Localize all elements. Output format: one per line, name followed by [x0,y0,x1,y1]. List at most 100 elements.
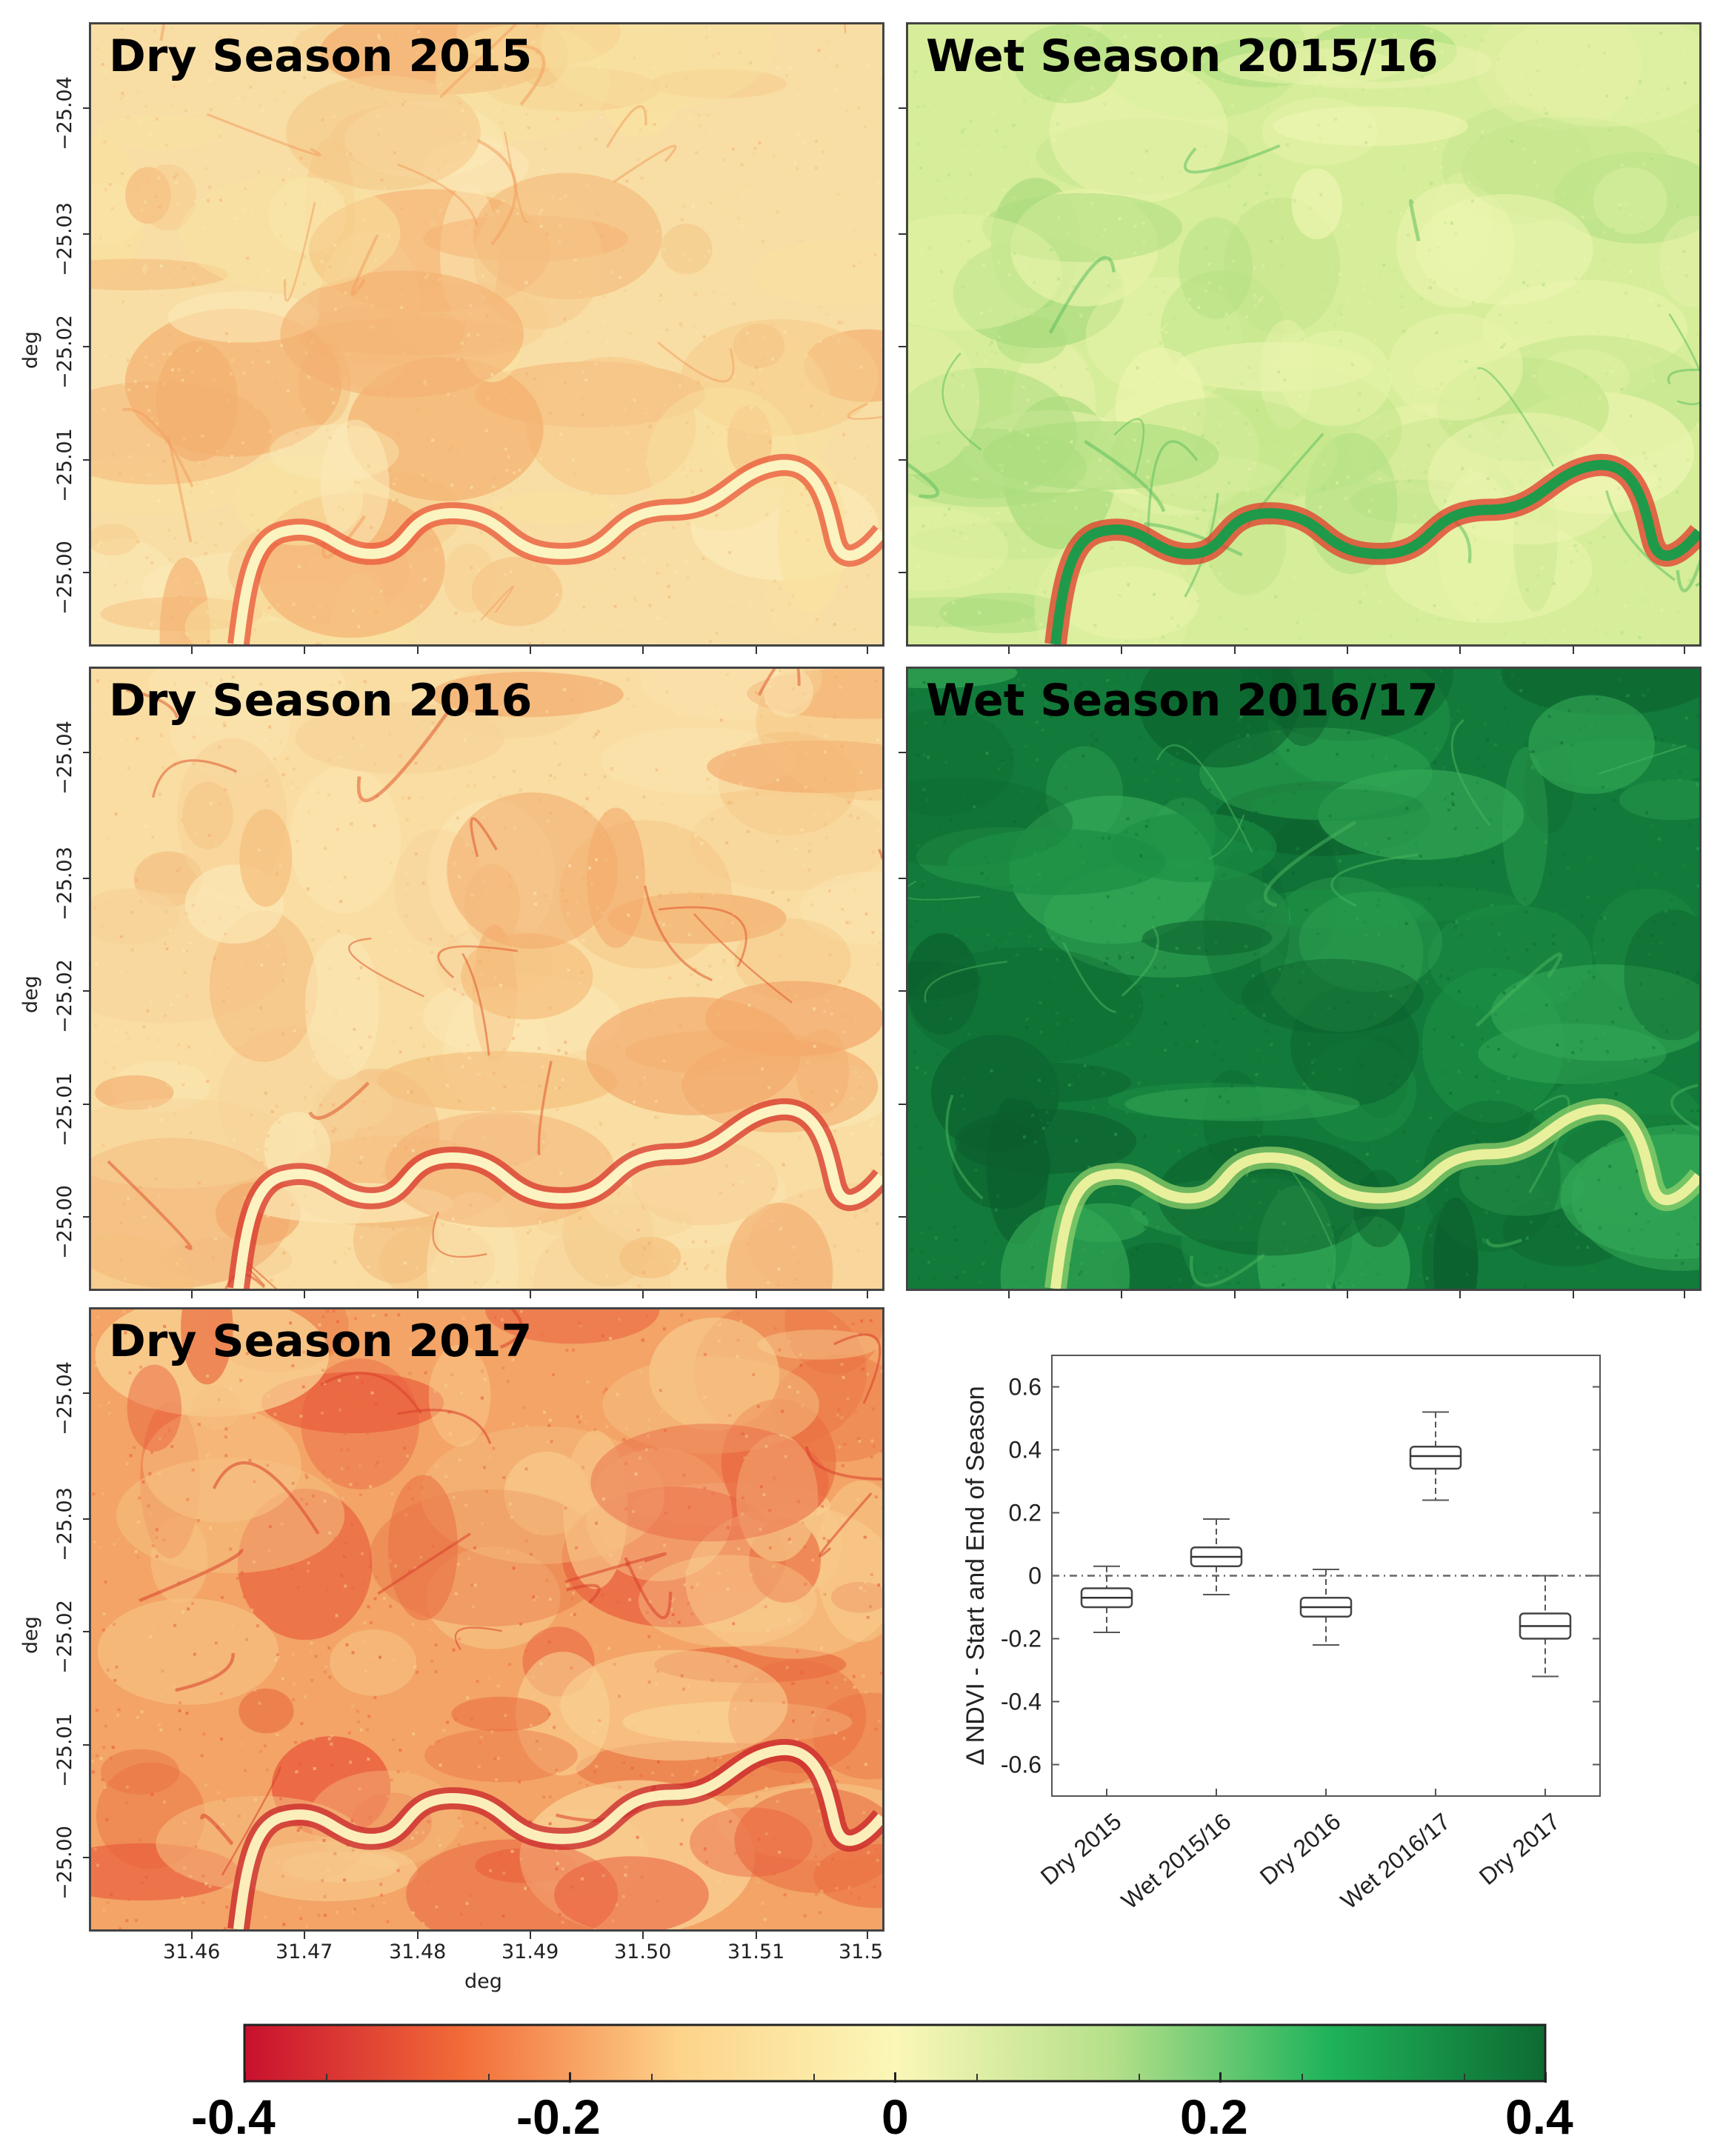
y-tick-mark [83,1518,90,1520]
x-tick-mark [191,647,193,654]
x-tick-mark [417,1932,419,1939]
colorbar-tick [894,2072,896,2083]
y-axis-label: Δ NDVI - Start and End of Season [962,1386,990,1765]
x-tick-mark [1234,1291,1236,1298]
y-axis-label: deg [19,1616,42,1654]
x-tick-mark [1121,647,1122,654]
x-tick-mark [304,647,305,654]
x-tick-mark [756,1291,757,1298]
y-tick-label: −25.03 [53,1487,76,1561]
x-tick-mark [756,647,757,654]
y-tick-label: −25.03 [53,847,76,921]
x-tick-label: Dry 2017 [1474,1808,1565,1890]
y-tick-label: −25.02 [53,315,76,389]
x-tick-mark [417,647,419,654]
y-tick-mark [899,990,906,992]
y-tick-mark [899,572,906,573]
x-tick-mark [867,1291,868,1298]
colorbar-gradient [243,2023,1547,2083]
colorbar-minor-tick [1464,2074,1466,2081]
x-tick-mark [1684,1291,1685,1298]
y-tick-mark [83,346,90,347]
colorbar-minor-tick [1139,2074,1141,2081]
box-plot-chart: -0.6 -0.4 -0.2 0 0.2 0.4 0.6 Δ NDVI - Start and… [962,1355,1601,1915]
y-tick-mark [899,107,906,109]
y-tick-mark [899,346,906,347]
x-tick-mark [642,647,644,654]
y-tick-mark [899,1104,906,1105]
y-tick-mark [899,459,906,461]
panel-title: Dry Season 2015 [109,30,533,82]
y-tick-label: 0.4 [1009,1437,1042,1464]
colorbar-minor-tick [1301,2074,1303,2081]
x-tick-mark [1684,647,1685,654]
x-tick-mark [867,647,868,654]
x-tick-mark [1573,1291,1574,1298]
x-tick-mark [530,1291,531,1298]
y-tick-label: −25.04 [53,1361,76,1435]
x-tick-mark [642,1291,644,1298]
x-tick-label: 31.49 [501,1940,559,1963]
y-tick-mark [899,752,906,753]
colorbar-label: 0 [882,2089,909,2144]
map-panel-dry-2016: Dry Season 2016 [89,667,884,1291]
y-tick-label: −25.02 [53,959,76,1033]
map-panel-dry-2015: Dry Season 2015 [89,22,884,647]
y-tick-mark [899,878,906,879]
y-tick-mark [83,1392,90,1394]
colorbar-label: 0.2 [1180,2089,1248,2144]
x-tick-mark [867,1932,868,1939]
y-tick-mark [83,1216,90,1218]
x-tick-mark [1459,1291,1461,1298]
x-tick-label: 31.46 [163,1940,221,1963]
y-axis-label: deg [19,975,42,1013]
x-tick-label: Dry 2015 [1036,1808,1127,1890]
y-tick-label: −25.00 [53,1826,76,1900]
y-tick-label: −25.04 [53,76,76,150]
box-dry-2017 [1519,1575,1572,1678]
x-tick-label: Wet 2015/16 [1116,1808,1236,1915]
colorbar-label: -0.4 [191,2089,276,2144]
y-tick-label: −25.01 [53,428,76,502]
map-panel-dry-2017: Dry Season 2017 [89,1307,884,1932]
y-tick-mark [83,1631,90,1632]
y-tick-mark [83,752,90,753]
x-tick-mark [530,647,531,654]
y-tick-label: −25.01 [53,1713,76,1787]
y-tick-label: -0.2 [1001,1626,1042,1652]
colorbar-minor-tick [325,2074,327,2081]
y-tick-label: −25.02 [53,1600,76,1674]
box-wet-2015-16 [1190,1518,1243,1595]
y-tick-label: -0.4 [1001,1689,1042,1715]
x-tick-mark [1573,647,1574,654]
colorbar-label: -0.2 [516,2089,601,2144]
x-tick-mark [191,1932,193,1939]
x-tick-label: Wet 2016/17 [1336,1808,1456,1915]
y-tick-mark [83,1104,90,1105]
colorbar-tick [569,2072,571,2083]
x-tick-mark [1347,647,1348,654]
x-tick-mark [304,1932,305,1939]
y-tick-mark [83,990,90,992]
x-tick-mark [304,1291,305,1298]
x-tick-label: 31.47 [276,1940,333,1963]
colorbar-minor-tick [650,2074,653,2081]
y-tick-mark [899,233,906,235]
x-tick-mark [1008,1291,1010,1298]
colorbar-tick [1544,2072,1547,2083]
y-tick-mark [83,878,90,879]
x-tick-mark [642,1932,644,1939]
y-tick-mark [83,107,90,109]
colorbar [243,2023,1547,2083]
colorbar-tick [244,2072,246,2083]
y-tick-mark [83,1744,90,1746]
colorbar-minor-tick [976,2074,978,2081]
y-tick-label: −25.00 [53,1185,76,1259]
x-tick-label: 31.48 [389,1940,447,1963]
x-axis-label: deg [464,1970,502,1993]
x-tick-mark [1459,647,1461,654]
x-tick-label: 31.5 [839,1940,884,1963]
y-tick-mark [83,572,90,573]
y-tick-label: −25.01 [53,1072,76,1147]
x-tick-label: Dry 2016 [1255,1808,1346,1890]
